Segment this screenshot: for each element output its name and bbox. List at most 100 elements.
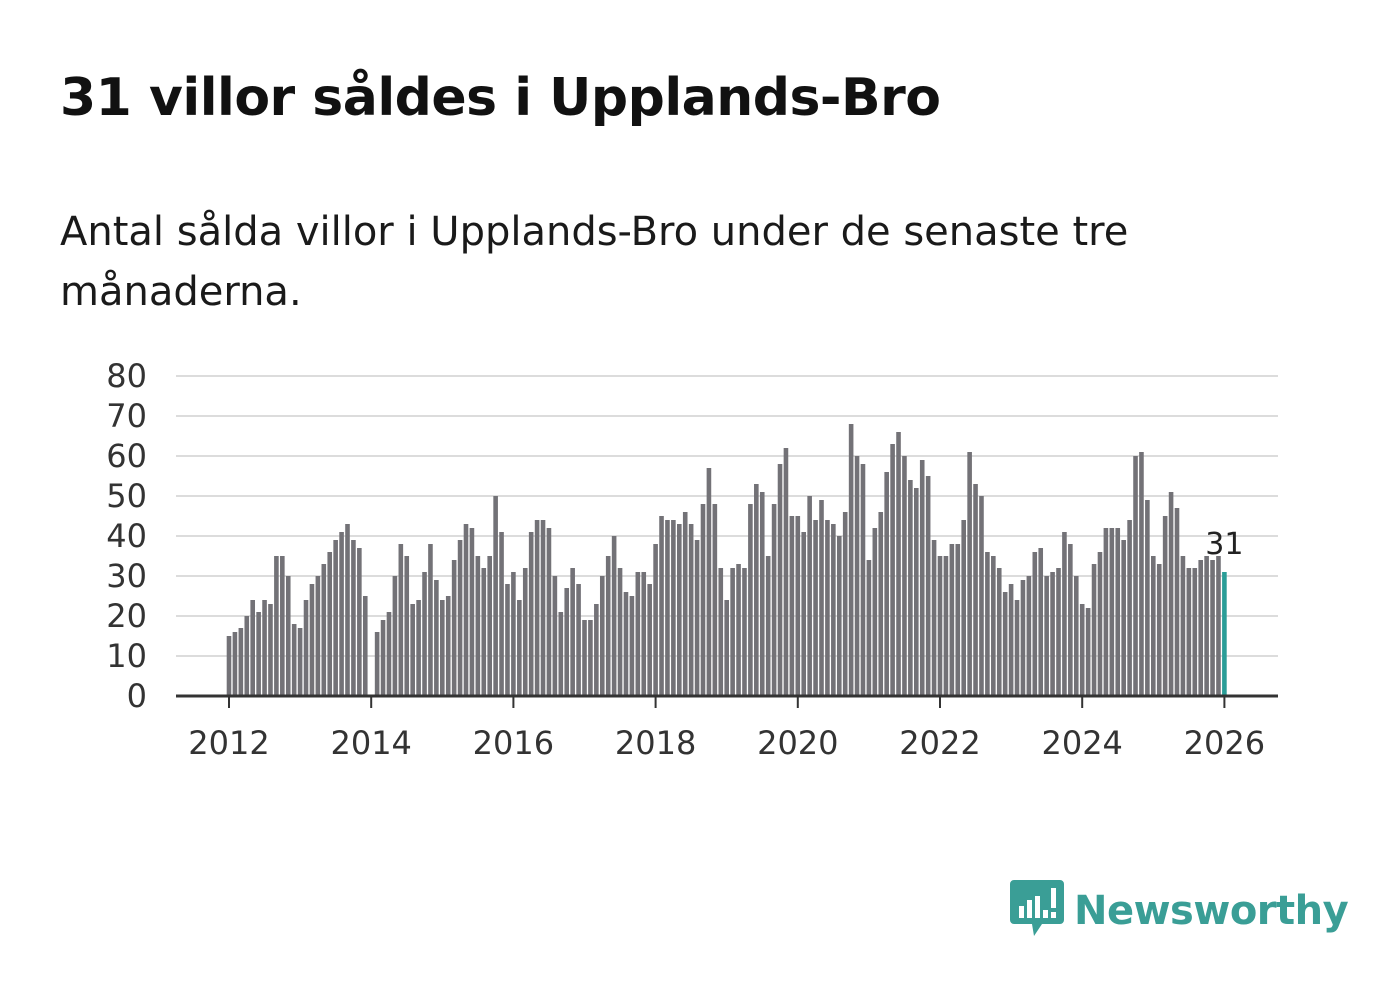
bar-latest <box>1222 572 1227 696</box>
bars <box>226 424 1227 696</box>
bar <box>546 528 552 696</box>
bar <box>457 540 463 696</box>
bar <box>1097 552 1103 696</box>
bar <box>1168 492 1174 696</box>
bar <box>1198 560 1203 696</box>
bar <box>908 480 913 696</box>
bar <box>374 632 380 696</box>
bar <box>1044 576 1049 696</box>
bar <box>712 504 718 696</box>
bar <box>1216 556 1221 696</box>
bar <box>599 576 605 696</box>
bar <box>244 616 250 696</box>
bar <box>659 516 664 696</box>
bar <box>1204 556 1209 696</box>
bar <box>327 552 333 696</box>
chart-title: 31 villor såldes i Upplands-Bro <box>60 68 941 128</box>
bar <box>1062 532 1067 696</box>
bar <box>522 568 528 696</box>
bar <box>878 512 884 696</box>
bar <box>564 588 570 696</box>
bar <box>937 556 943 696</box>
bar <box>428 544 433 696</box>
y-tick-label: 30 <box>106 557 147 595</box>
y-tick-label: 60 <box>106 437 147 475</box>
bar <box>487 556 492 696</box>
bar <box>262 600 267 696</box>
bar <box>842 512 848 696</box>
bar <box>718 568 724 696</box>
bar <box>896 432 901 696</box>
bar <box>996 568 1002 696</box>
newsworthy-logo-icon <box>1010 880 1064 936</box>
bar <box>919 460 925 696</box>
bar <box>979 496 984 696</box>
bar <box>1026 576 1032 696</box>
bar <box>925 476 931 696</box>
bar <box>973 484 978 696</box>
bar <box>416 600 421 696</box>
bar <box>540 520 546 696</box>
bar <box>1162 516 1168 696</box>
y-tick-label: 0 <box>127 677 147 715</box>
bar <box>493 496 498 696</box>
bar <box>860 464 866 696</box>
bar <box>902 456 907 696</box>
bar <box>1050 572 1055 696</box>
x-tick-label: 2012 <box>188 724 269 762</box>
bar <box>1151 556 1156 696</box>
bar <box>440 600 445 696</box>
bar <box>475 556 481 696</box>
bar <box>1085 608 1091 696</box>
bar <box>410 604 415 696</box>
bar <box>463 524 469 696</box>
x-tick-label: 2014 <box>330 724 411 762</box>
bar <box>1156 564 1162 696</box>
y-tick-label: 80 <box>106 357 147 395</box>
bar <box>1145 500 1150 696</box>
bar <box>451 560 457 696</box>
y-tick-label: 40 <box>106 517 147 555</box>
bar <box>505 584 510 696</box>
bar <box>1002 592 1008 696</box>
bar <box>967 452 972 696</box>
bar <box>848 424 854 696</box>
bar <box>872 528 878 696</box>
bar <box>1020 580 1026 696</box>
bar <box>1091 564 1097 696</box>
bar <box>795 516 801 696</box>
x-tick-label: 2018 <box>615 724 696 762</box>
bar <box>836 536 842 696</box>
bar <box>783 448 789 696</box>
bar <box>357 548 362 696</box>
bar <box>511 572 516 696</box>
bar <box>777 464 783 696</box>
bar <box>742 568 747 696</box>
bar <box>576 584 581 696</box>
bar <box>351 540 356 696</box>
bar <box>582 620 587 696</box>
bar <box>226 636 232 696</box>
bar <box>434 580 439 696</box>
bar <box>694 540 700 696</box>
bar <box>345 524 350 696</box>
chart-subtitle: Antal sålda villor i Upplands-Bro under … <box>60 209 1129 315</box>
bar <box>588 620 593 696</box>
bar <box>481 568 487 696</box>
brand-name: Newsworthy <box>1074 888 1349 934</box>
bar <box>333 540 338 696</box>
bar <box>754 484 759 696</box>
bar <box>297 628 303 696</box>
bar <box>1073 576 1079 696</box>
bar <box>552 576 558 696</box>
bar <box>570 568 575 696</box>
bar <box>1180 556 1186 696</box>
bar <box>422 572 427 696</box>
x-axis-ticks: 2012 2014 2016 2018 2020 2022 2024 2026 <box>188 696 1265 762</box>
bar <box>1103 528 1109 696</box>
bar <box>647 584 652 696</box>
bar <box>724 600 729 696</box>
bar <box>623 592 629 696</box>
x-tick-label: 2022 <box>899 724 980 762</box>
